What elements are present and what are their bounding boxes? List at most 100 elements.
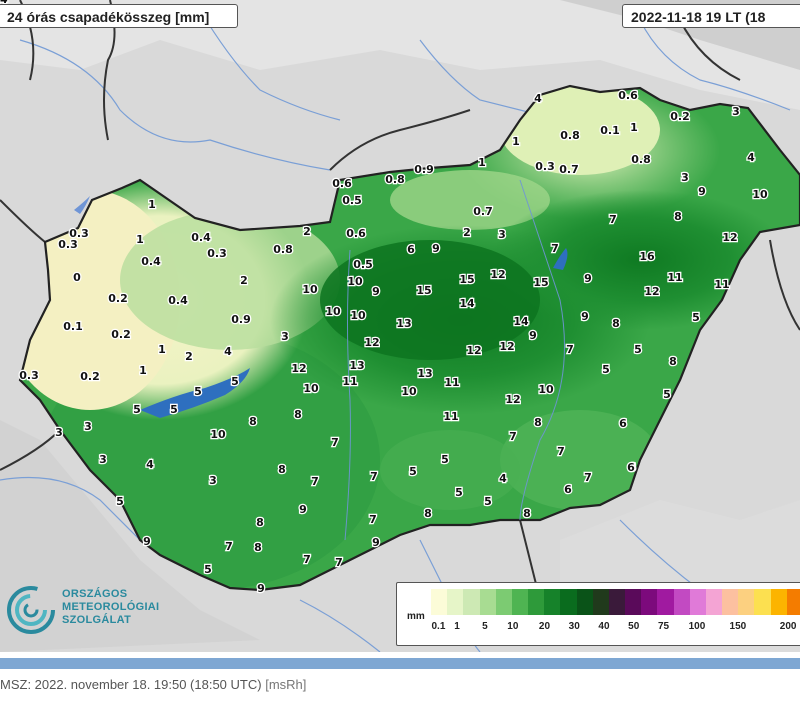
station-value: 15: [533, 276, 548, 289]
station-value: 11: [342, 375, 357, 388]
legend-swatch: [673, 589, 690, 615]
station-value: 1: [148, 198, 156, 211]
station-value: 11: [443, 410, 458, 423]
station-value: 9: [581, 310, 589, 323]
station-value: 2: [185, 350, 193, 363]
station-value: 9: [372, 536, 380, 549]
legend: mm 0.1 1 5 10 20 30 40 50 75 100 150 200: [396, 582, 800, 646]
legend-swatch: [576, 589, 593, 615]
station-value: 15: [459, 273, 474, 286]
station-value: 12: [722, 231, 737, 244]
station-value: 11: [667, 271, 682, 284]
station-value: 9: [299, 503, 307, 516]
station-value: 8: [278, 463, 286, 476]
station-value: 0.8: [385, 173, 405, 186]
station-value: 8: [424, 507, 432, 520]
station-value: 0.5: [353, 258, 373, 271]
station-value: 0.3: [207, 247, 227, 260]
legend-swatch: [495, 589, 512, 615]
station-value: 12: [364, 336, 379, 349]
station-value: 5: [194, 385, 202, 398]
station-value: 3: [99, 453, 107, 466]
station-value: 5: [634, 343, 642, 356]
legend-tick: 200: [779, 621, 797, 632]
station-value: 6: [619, 417, 627, 430]
station-value: 8: [523, 507, 531, 520]
station-value: 6: [627, 461, 635, 474]
legend-swatch: [625, 589, 642, 615]
station-value: 5: [231, 375, 239, 388]
station-value: 14: [459, 297, 475, 310]
station-value: 3: [281, 330, 289, 343]
station-value: 1: [478, 156, 486, 169]
legend-swatch: [770, 589, 787, 615]
station-value: 0.9: [231, 313, 251, 326]
station-value: 4: [747, 151, 755, 164]
station-value: 8: [249, 415, 257, 428]
station-value: 0.8: [631, 153, 651, 166]
station-value: 5: [663, 388, 671, 401]
station-value: 0.4: [191, 231, 211, 244]
station-value: 0.4: [168, 294, 188, 307]
precipitation-map[interactable]: 0.6 4 0.8 0.1 1 0.2 3 1 0.3 0.7 0.8 4 1 0.9 0.8 0.6 0.5 3…: [0, 0, 800, 652]
station-value: 12: [490, 268, 505, 281]
station-value: 14: [0, 0, 8, 6]
legend-swatch: [560, 589, 577, 615]
station-value: 0.3: [69, 227, 89, 240]
station-value: 14: [513, 315, 529, 328]
station-value: 0.4: [141, 255, 161, 268]
station-value: 0.6: [332, 177, 352, 190]
legend-tick: 0.1: [431, 621, 446, 632]
legend-tick: 50: [628, 621, 640, 632]
legend-tick: 20: [538, 621, 551, 632]
station-value: 5: [116, 495, 124, 508]
station-value: 5: [692, 311, 700, 324]
station-value: 7: [609, 213, 617, 226]
station-value: 0.6: [618, 89, 638, 102]
station-value: 12: [291, 362, 306, 375]
legend-swatch: [705, 589, 723, 615]
map-datetime: 2022-11-18 19 LT (18: [622, 4, 800, 28]
station-value: 3: [55, 426, 63, 439]
station-value: 10: [350, 309, 366, 322]
legend-swatch: [657, 589, 674, 615]
footer-source: [msRh]: [265, 677, 307, 692]
station-value: 7: [311, 475, 319, 488]
station-value: 3: [84, 420, 92, 433]
station-value: 11: [714, 278, 729, 291]
station-value: 1: [630, 121, 638, 134]
logo-line-3: SZOLGÁLAT: [62, 614, 132, 626]
station-value: 5: [602, 363, 610, 376]
legend-swatch: [447, 589, 464, 615]
station-value: 1: [136, 233, 144, 246]
omsz-logo-icon: [7, 586, 55, 634]
legend-swatch: [511, 589, 529, 615]
station-value: 7: [370, 470, 378, 483]
station-value: 13: [349, 359, 364, 372]
station-value: 9: [257, 582, 265, 595]
station-value: 12: [466, 344, 481, 357]
station-value: 2: [463, 226, 471, 239]
station-value: 5: [204, 563, 212, 576]
legend-tick: 150: [729, 621, 747, 632]
station-value: 10: [210, 428, 226, 441]
station-value: 0.8: [560, 129, 580, 142]
station-value: 0.3: [58, 238, 78, 251]
station-value: 13: [417, 367, 432, 380]
station-value: 0.2: [111, 328, 131, 341]
station-value: 10: [752, 188, 768, 201]
station-value: 3: [681, 171, 689, 184]
station-value: 7: [369, 513, 377, 526]
station-value: 0: [73, 271, 81, 284]
legend-swatch: [431, 589, 448, 615]
legend-swatch: [528, 589, 545, 615]
station-value: 7: [557, 445, 565, 458]
station-value: 7: [551, 242, 559, 255]
station-value: 8: [534, 416, 542, 429]
station-value: 0.9: [414, 163, 434, 176]
legend-swatch: [592, 589, 609, 615]
footer-caption: MSZ: 2022. november 18. 19:50 (18:50 UTC…: [0, 677, 306, 692]
legend-swatch: [786, 589, 800, 615]
station-value: 16: [639, 250, 655, 263]
legend-color-bar: [431, 589, 800, 615]
